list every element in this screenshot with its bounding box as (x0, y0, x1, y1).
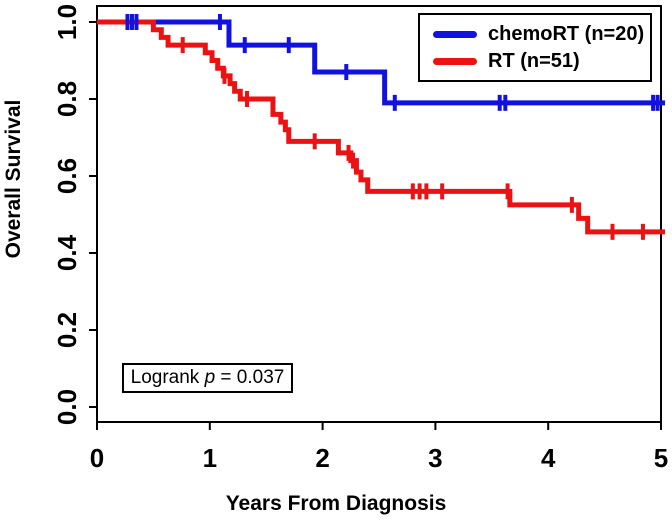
y-axis-title: Overall Survival (2, 99, 25, 259)
x-tick-label: 3 (428, 443, 442, 473)
survival-curve-chemort (97, 19, 665, 106)
legend-entry-rt: RT (n=51) (433, 48, 650, 75)
y-tick-label: 1.0 (52, 4, 82, 40)
legend-entry-chemort: chemoRT (n=20) (433, 21, 650, 48)
logrank-annotation: Logrank p = 0.037 (122, 363, 293, 393)
x-axis-title: Years From Diagnosis (225, 492, 447, 515)
y-tick-label: 0.0 (52, 389, 82, 425)
legend-label-rt: RT (n=51) (488, 49, 580, 72)
x-axis-ticks: 0 1 2 3 4 5 (90, 422, 668, 473)
y-tick-label: 0.2 (52, 312, 82, 348)
logrank-value: = 0.037 (215, 367, 285, 388)
logrank-prefix: Logrank (130, 367, 205, 388)
y-tick-label: 0.6 (52, 158, 82, 194)
y-axis-ticks: 0.0 0.2 0.4 0.6 0.8 1.0 (52, 4, 97, 425)
plot-box (96, 5, 662, 423)
y-tick-label: 0.8 (52, 81, 82, 117)
survival-curve-rt (97, 19, 665, 235)
x-tick-label: 2 (315, 443, 329, 473)
x-tick-label: 4 (541, 443, 556, 473)
x-tick-label: 1 (203, 443, 217, 473)
survival-curves (97, 14, 665, 240)
logrank-p-symbol: p (204, 367, 216, 388)
rt-line-swatch (433, 57, 477, 65)
x-tick-label: 5 (654, 443, 668, 473)
legend: chemoRT (n=20) RT (n=51) (418, 13, 652, 82)
x-tick-label: 0 (90, 443, 104, 473)
legend-label-chemort: chemoRT (n=20) (488, 22, 645, 45)
chemort-line-swatch (433, 30, 477, 38)
y-tick-label: 0.4 (52, 234, 82, 271)
